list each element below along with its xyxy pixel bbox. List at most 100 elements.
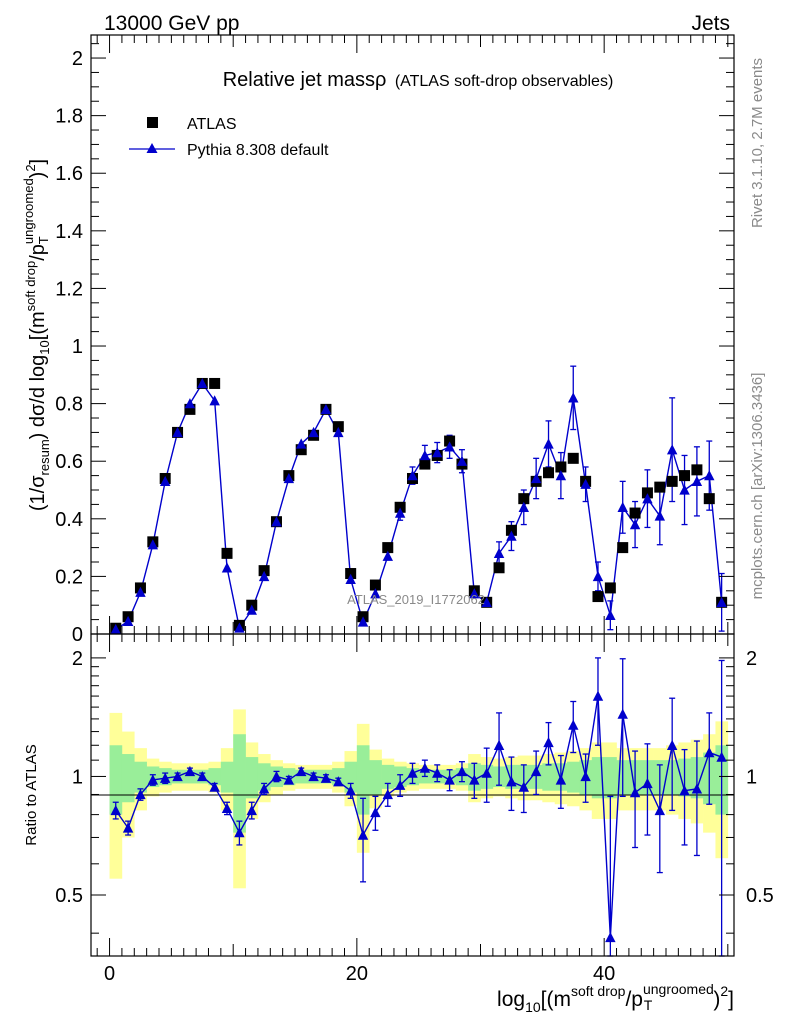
- ratio-point: [295, 765, 307, 777]
- ratio-point: [629, 787, 641, 798]
- band-1sigma: [109, 745, 123, 815]
- ratio-point: [481, 767, 492, 778]
- atlas-point: [382, 542, 394, 554]
- y-tick-label: 0.4: [55, 509, 83, 531]
- mc-point: [184, 398, 196, 409]
- mc-point: [357, 616, 369, 627]
- ratio-point: [209, 781, 220, 792]
- mc-point: [568, 392, 579, 403]
- band-1sigma: [233, 734, 246, 833]
- band-1sigma: [381, 764, 395, 789]
- ratio-y-tick-label: 2: [72, 648, 83, 670]
- ratio-point: [469, 774, 480, 785]
- rivet-version-label: Rivet 3.1.10, 2.7M events: [749, 58, 766, 228]
- y-tick-label: 0: [72, 624, 83, 646]
- ratio-point: [580, 770, 591, 782]
- mc-point: [506, 530, 517, 541]
- band-1sigma: [369, 760, 382, 795]
- mc-point: [394, 507, 406, 518]
- y-tick-label: 1.8: [55, 106, 83, 128]
- mc-point: [407, 470, 418, 481]
- ratio-point: [333, 776, 344, 787]
- mc-point: [543, 438, 554, 449]
- ratio-point: [432, 767, 443, 778]
- atlas-point: [505, 524, 517, 536]
- main-y-axis: 0 0.2 0.4 0.6 0.8 1 1.2 1.4 1.6 1.8 2: [55, 35, 734, 646]
- ratio-point: [394, 779, 406, 790]
- y-tick-label: 0.8: [55, 394, 83, 416]
- atlas-point: [345, 568, 357, 580]
- ratio-point: [184, 765, 196, 777]
- mc-point: [221, 562, 233, 573]
- mc-point: [617, 501, 628, 512]
- ratio-point: [122, 822, 134, 833]
- ratio-point: [530, 765, 542, 777]
- legend: ATLAS Pythia 8.308 default: [129, 116, 329, 159]
- ratio-point: [493, 739, 505, 750]
- analysis-watermark: ATLAS_2019_I1772062: [347, 592, 485, 607]
- ratio-point: [147, 774, 159, 785]
- ratio-point: [456, 765, 468, 777]
- ratio-point: [283, 774, 295, 785]
- ratio-y-tick-label-right: 0.5: [746, 885, 774, 907]
- ratio-point: [234, 827, 245, 838]
- mc-point: [159, 475, 171, 487]
- category-label: Jets: [691, 12, 730, 35]
- ratio-point: [617, 708, 628, 719]
- atlas-point: [221, 547, 233, 559]
- y-tick-label: 1: [72, 336, 83, 358]
- mc-point: [419, 449, 431, 461]
- atlas-point: [555, 461, 567, 473]
- ratio-series-line: [115, 695, 722, 938]
- mc-point: [469, 588, 480, 599]
- chart-title-group: Relative jet massρ (ATLAS soft-drop obse…: [223, 69, 614, 91]
- atlas-point: [493, 562, 505, 574]
- legend-atlas-label: ATLAS: [187, 116, 237, 133]
- x-tick-label: 40: [593, 963, 615, 985]
- atlas-point: [518, 493, 530, 505]
- mc-point: [295, 438, 307, 449]
- mc-point: [234, 622, 245, 633]
- atlas-point: [679, 470, 691, 482]
- ratio-point: [568, 719, 579, 730]
- atlas-point: [654, 481, 666, 493]
- y-tick-label: 1.4: [55, 221, 83, 243]
- ratio-y-tick-label: 1: [72, 766, 83, 788]
- atlas-point: [394, 501, 406, 513]
- ratio-y-tick-label: 0.5: [55, 885, 83, 907]
- atlas-point: [629, 507, 641, 519]
- ratio-point: [592, 690, 604, 701]
- ratio-point: [308, 770, 319, 782]
- ratio-point: [345, 785, 356, 796]
- atlas-point: [444, 435, 456, 447]
- ratio-point: [172, 770, 183, 782]
- ratio-point: [605, 931, 616, 943]
- ratio-y-axis-label: Ratio to ATLAS: [23, 744, 40, 845]
- main-panel: 0 0.2 0.4 0.6 0.8 1 1.2 1.4 1.6 1.8 2 Relative jet…: [21, 34, 735, 646]
- mc-point: [592, 570, 604, 582]
- band-1sigma: [344, 761, 358, 793]
- mc-point: [135, 586, 146, 597]
- ratio-point: [666, 739, 678, 750]
- ratio-y-tick-label-right: 2: [746, 648, 757, 670]
- ratio-point: [679, 785, 690, 796]
- band-1sigma: [245, 757, 259, 799]
- y-tick-label: 0.6: [55, 451, 83, 473]
- ratio-point: [370, 806, 381, 818]
- ratio-point: [654, 804, 666, 816]
- atlas-point: [592, 591, 604, 603]
- ratio-point: [543, 736, 554, 748]
- mc-point: [172, 426, 183, 438]
- chart-subtitle: (ATLAS soft-drop observables): [395, 73, 613, 90]
- legend-mc-label: Pythia 8.308 default: [187, 142, 329, 159]
- mc-point: [456, 455, 468, 466]
- atlas-point: [419, 458, 431, 470]
- ratio-point: [197, 770, 208, 782]
- y-tick-label: 1.6: [55, 163, 83, 185]
- mc-point: [345, 573, 356, 584]
- x-tick-label: 0: [104, 963, 115, 985]
- mc-point: [481, 596, 492, 607]
- chart-title: Relative jet massρ: [223, 69, 387, 91]
- mc-point: [493, 547, 505, 559]
